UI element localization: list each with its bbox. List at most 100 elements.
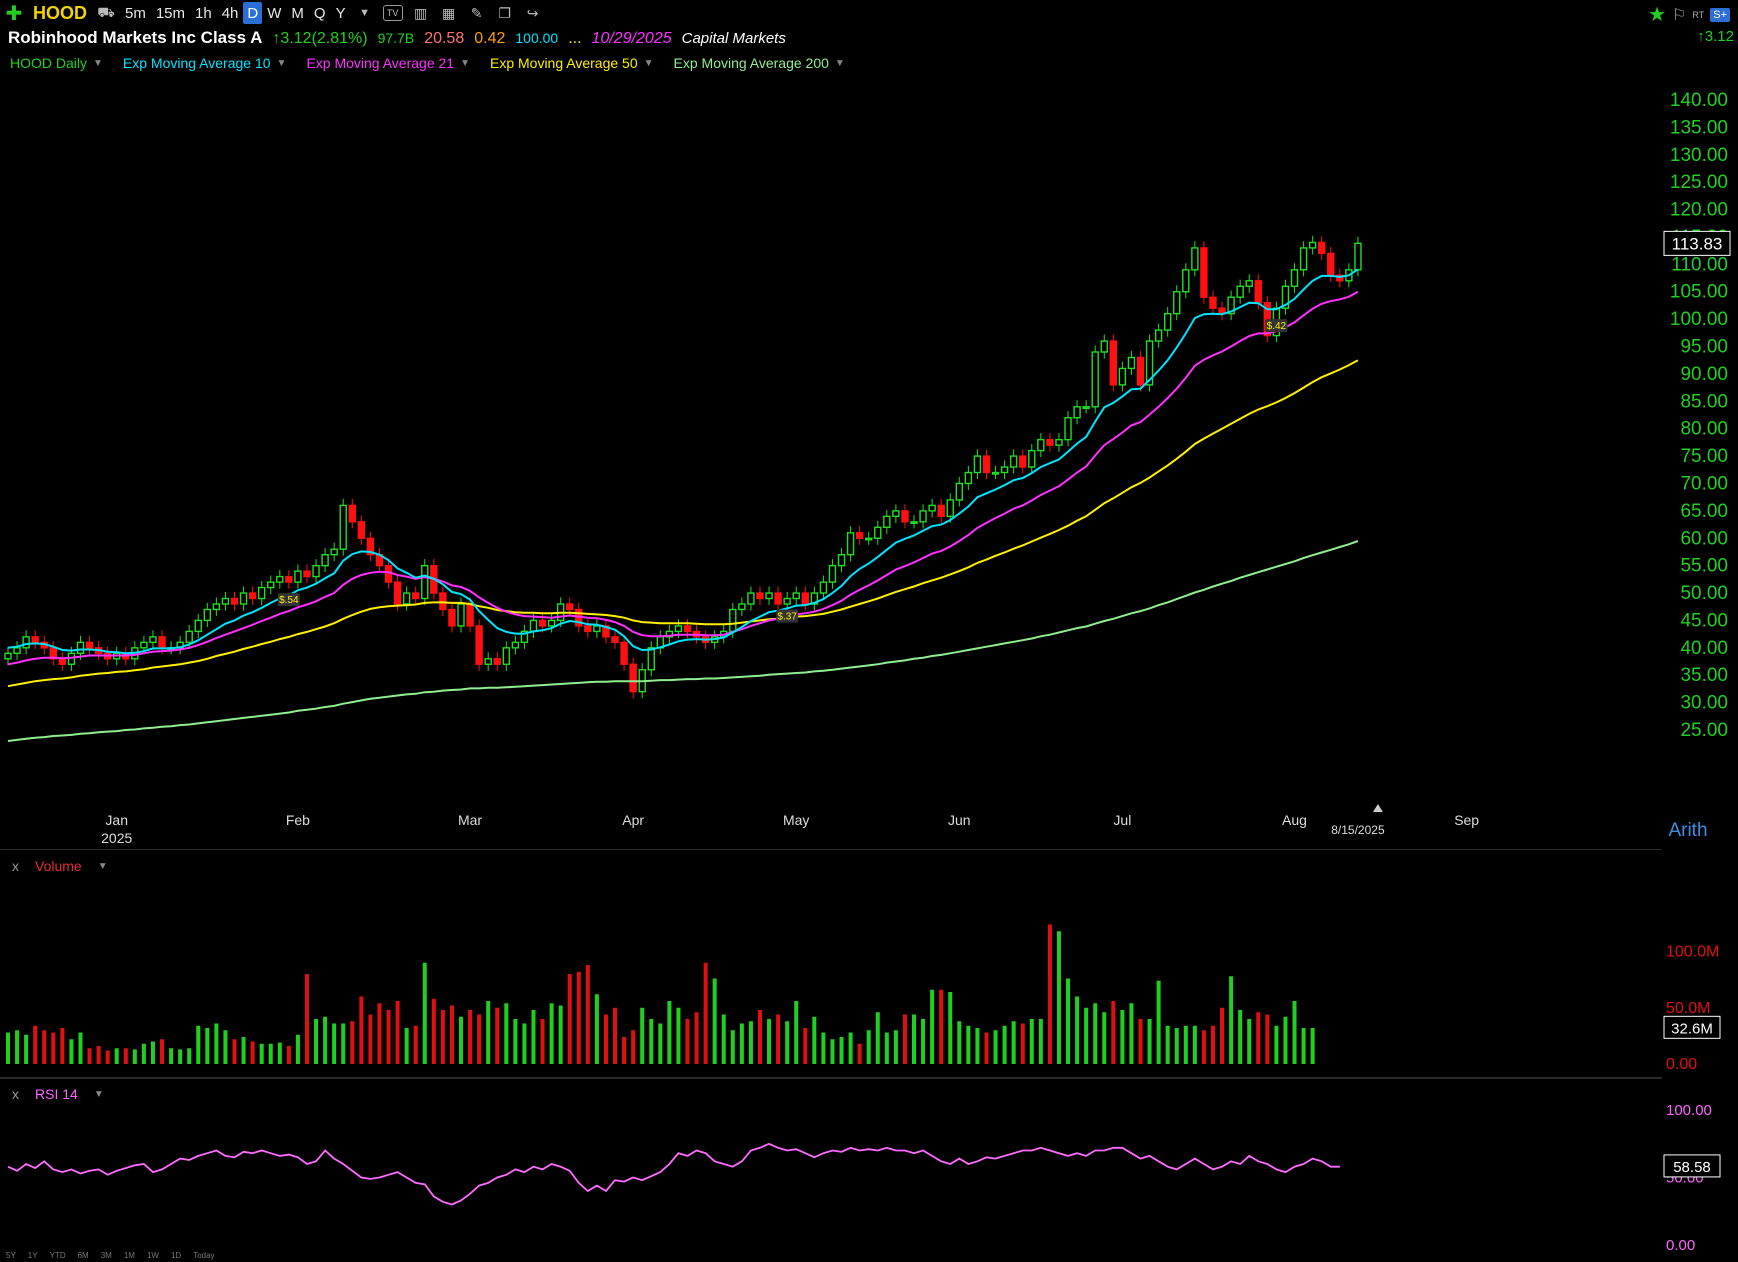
share-icon[interactable]: ↪ [526, 4, 539, 21]
scale-label: Arith [1668, 820, 1707, 841]
interval-15m[interactable]: 15m [155, 4, 186, 22]
candle-body [620, 641, 628, 665]
volume-bar [413, 1025, 418, 1064]
volume-bar [223, 1030, 228, 1064]
candle-body [1154, 329, 1163, 342]
pencil-icon[interactable]: ✎ [470, 4, 483, 21]
volume-bar [1120, 1010, 1125, 1064]
splus-icon[interactable]: S+ [1710, 7, 1730, 22]
interval-4h[interactable]: 4h [221, 4, 239, 22]
legend-hood-daily[interactable]: HOOD Daily ▼ [10, 55, 103, 71]
volume-bar [187, 1048, 192, 1064]
candle-body [946, 499, 954, 518]
volume-bar [504, 1003, 509, 1064]
legend-ema200[interactable]: Exp Moving Average 200 ▼ [674, 55, 845, 71]
candle-body [964, 471, 973, 485]
candle-body [1091, 351, 1099, 408]
volume-bar [178, 1049, 183, 1064]
candle-body [1336, 274, 1344, 282]
close-icon[interactable]: x [12, 858, 19, 874]
interval-w[interactable]: W [267, 4, 282, 22]
range-ytd[interactable]: YTD [49, 1251, 66, 1260]
interval-d[interactable]: D [243, 2, 263, 24]
chevron-down-icon[interactable]: ▼ [93, 1088, 104, 1100]
star-icon[interactable]: ★ [1648, 4, 1667, 26]
candle-body [982, 455, 991, 474]
layers-icon[interactable]: ❐ [498, 4, 511, 21]
volume-bar [440, 1010, 445, 1064]
range-1w[interactable]: 1W [146, 1251, 159, 1260]
volume-bar [884, 1032, 889, 1064]
volume-bar [431, 998, 436, 1064]
candle-body [1317, 241, 1326, 255]
interval-1h[interactable]: 1h [195, 4, 212, 22]
range-5y[interactable]: 5Y [6, 1251, 16, 1260]
legend-ema10[interactable]: Exp Moving Average 10 ▼ [123, 55, 287, 71]
earnings-date: 10/29/2025 [591, 30, 672, 47]
close-icon[interactable]: x [12, 1086, 19, 1102]
tv-icon[interactable]: TV [382, 5, 403, 21]
price-tick-label: 55.00 [1680, 556, 1728, 577]
bar-chart-icon[interactable]: ▥ [413, 4, 428, 21]
indicators-icon[interactable]: ▦ [441, 4, 456, 21]
candle-body [1127, 356, 1136, 370]
legend-ema21[interactable]: Exp Moving Average 21 ▼ [306, 55, 470, 71]
volume-bar [767, 1019, 772, 1064]
rt-icon[interactable]: RT [1692, 9, 1705, 20]
ema50-line [7, 359, 1359, 688]
date-flag-marker [1372, 804, 1383, 812]
volume-bar [930, 989, 935, 1064]
volume-bar [304, 974, 309, 1064]
price-chart[interactable]: 140.00135.00130.00125.00120.00115.00110.… [0, 70, 1738, 850]
candle-body [765, 592, 773, 600]
chevron-down-icon[interactable]: ▼ [97, 860, 108, 872]
earnings-marker [1265, 319, 1288, 333]
year-label: 2025 [101, 830, 132, 846]
price-tick-label: 90.00 [1680, 364, 1728, 385]
volume-chart[interactable]: 100.0M 50.0M 0.00 32.6M [0, 850, 1738, 1080]
volume-bar [902, 1014, 907, 1064]
candle-body [366, 537, 375, 556]
month-label: Sep [1454, 812, 1479, 828]
volume-bar [1229, 976, 1234, 1064]
interval-q[interactable]: Q [313, 4, 326, 22]
candle-body [683, 625, 692, 633]
chart-type-icon[interactable]: ⛟ [97, 3, 115, 20]
candle-body [1354, 242, 1362, 271]
chevron-down-icon[interactable]: ▼ [359, 7, 371, 19]
candle-body [937, 504, 945, 518]
volume-bar [730, 1030, 735, 1064]
legend-label: HOOD Daily [10, 55, 88, 71]
price-tick-label: 110.00 [1671, 254, 1728, 275]
range-1d[interactable]: 1D [170, 1251, 182, 1260]
interval-5m[interactable]: 5m [125, 4, 146, 22]
candle-body [49, 647, 57, 660]
volume-bar [232, 1039, 237, 1064]
volume-label[interactable]: Volume [35, 858, 82, 874]
rsi-label[interactable]: RSI 14 [35, 1086, 78, 1102]
candle-body [321, 553, 329, 567]
range-1y[interactable]: 1Y [27, 1251, 38, 1260]
interval-m[interactable]: M [291, 4, 304, 22]
symbol-input[interactable]: HOOD [33, 2, 87, 23]
range-6m[interactable]: 6M [77, 1251, 89, 1260]
volume-bar [160, 1039, 165, 1064]
volume-bar [1301, 1028, 1306, 1064]
candle-body [421, 564, 429, 600]
volume-bar [513, 1019, 518, 1064]
volume-bar [939, 989, 944, 1064]
price-change: ↑3.12(2.81%) [272, 30, 368, 47]
range-3m[interactable]: 3M [100, 1251, 112, 1260]
candle-body [1191, 247, 1199, 271]
add-symbol-icon[interactable]: ✚ [5, 2, 23, 25]
chevron-down-icon: ▼ [834, 57, 845, 69]
flag-icon[interactable]: ⚐ [1672, 6, 1687, 24]
range-1m[interactable]: 1M [123, 1251, 135, 1260]
candle-body [792, 592, 800, 600]
interval-y[interactable]: Y [335, 4, 346, 22]
legend-ema50[interactable]: Exp Moving Average 50 ▼ [490, 55, 654, 71]
volume-bar [1174, 1028, 1179, 1064]
volume-bar [613, 1007, 618, 1064]
range-today[interactable]: Today [193, 1251, 215, 1260]
